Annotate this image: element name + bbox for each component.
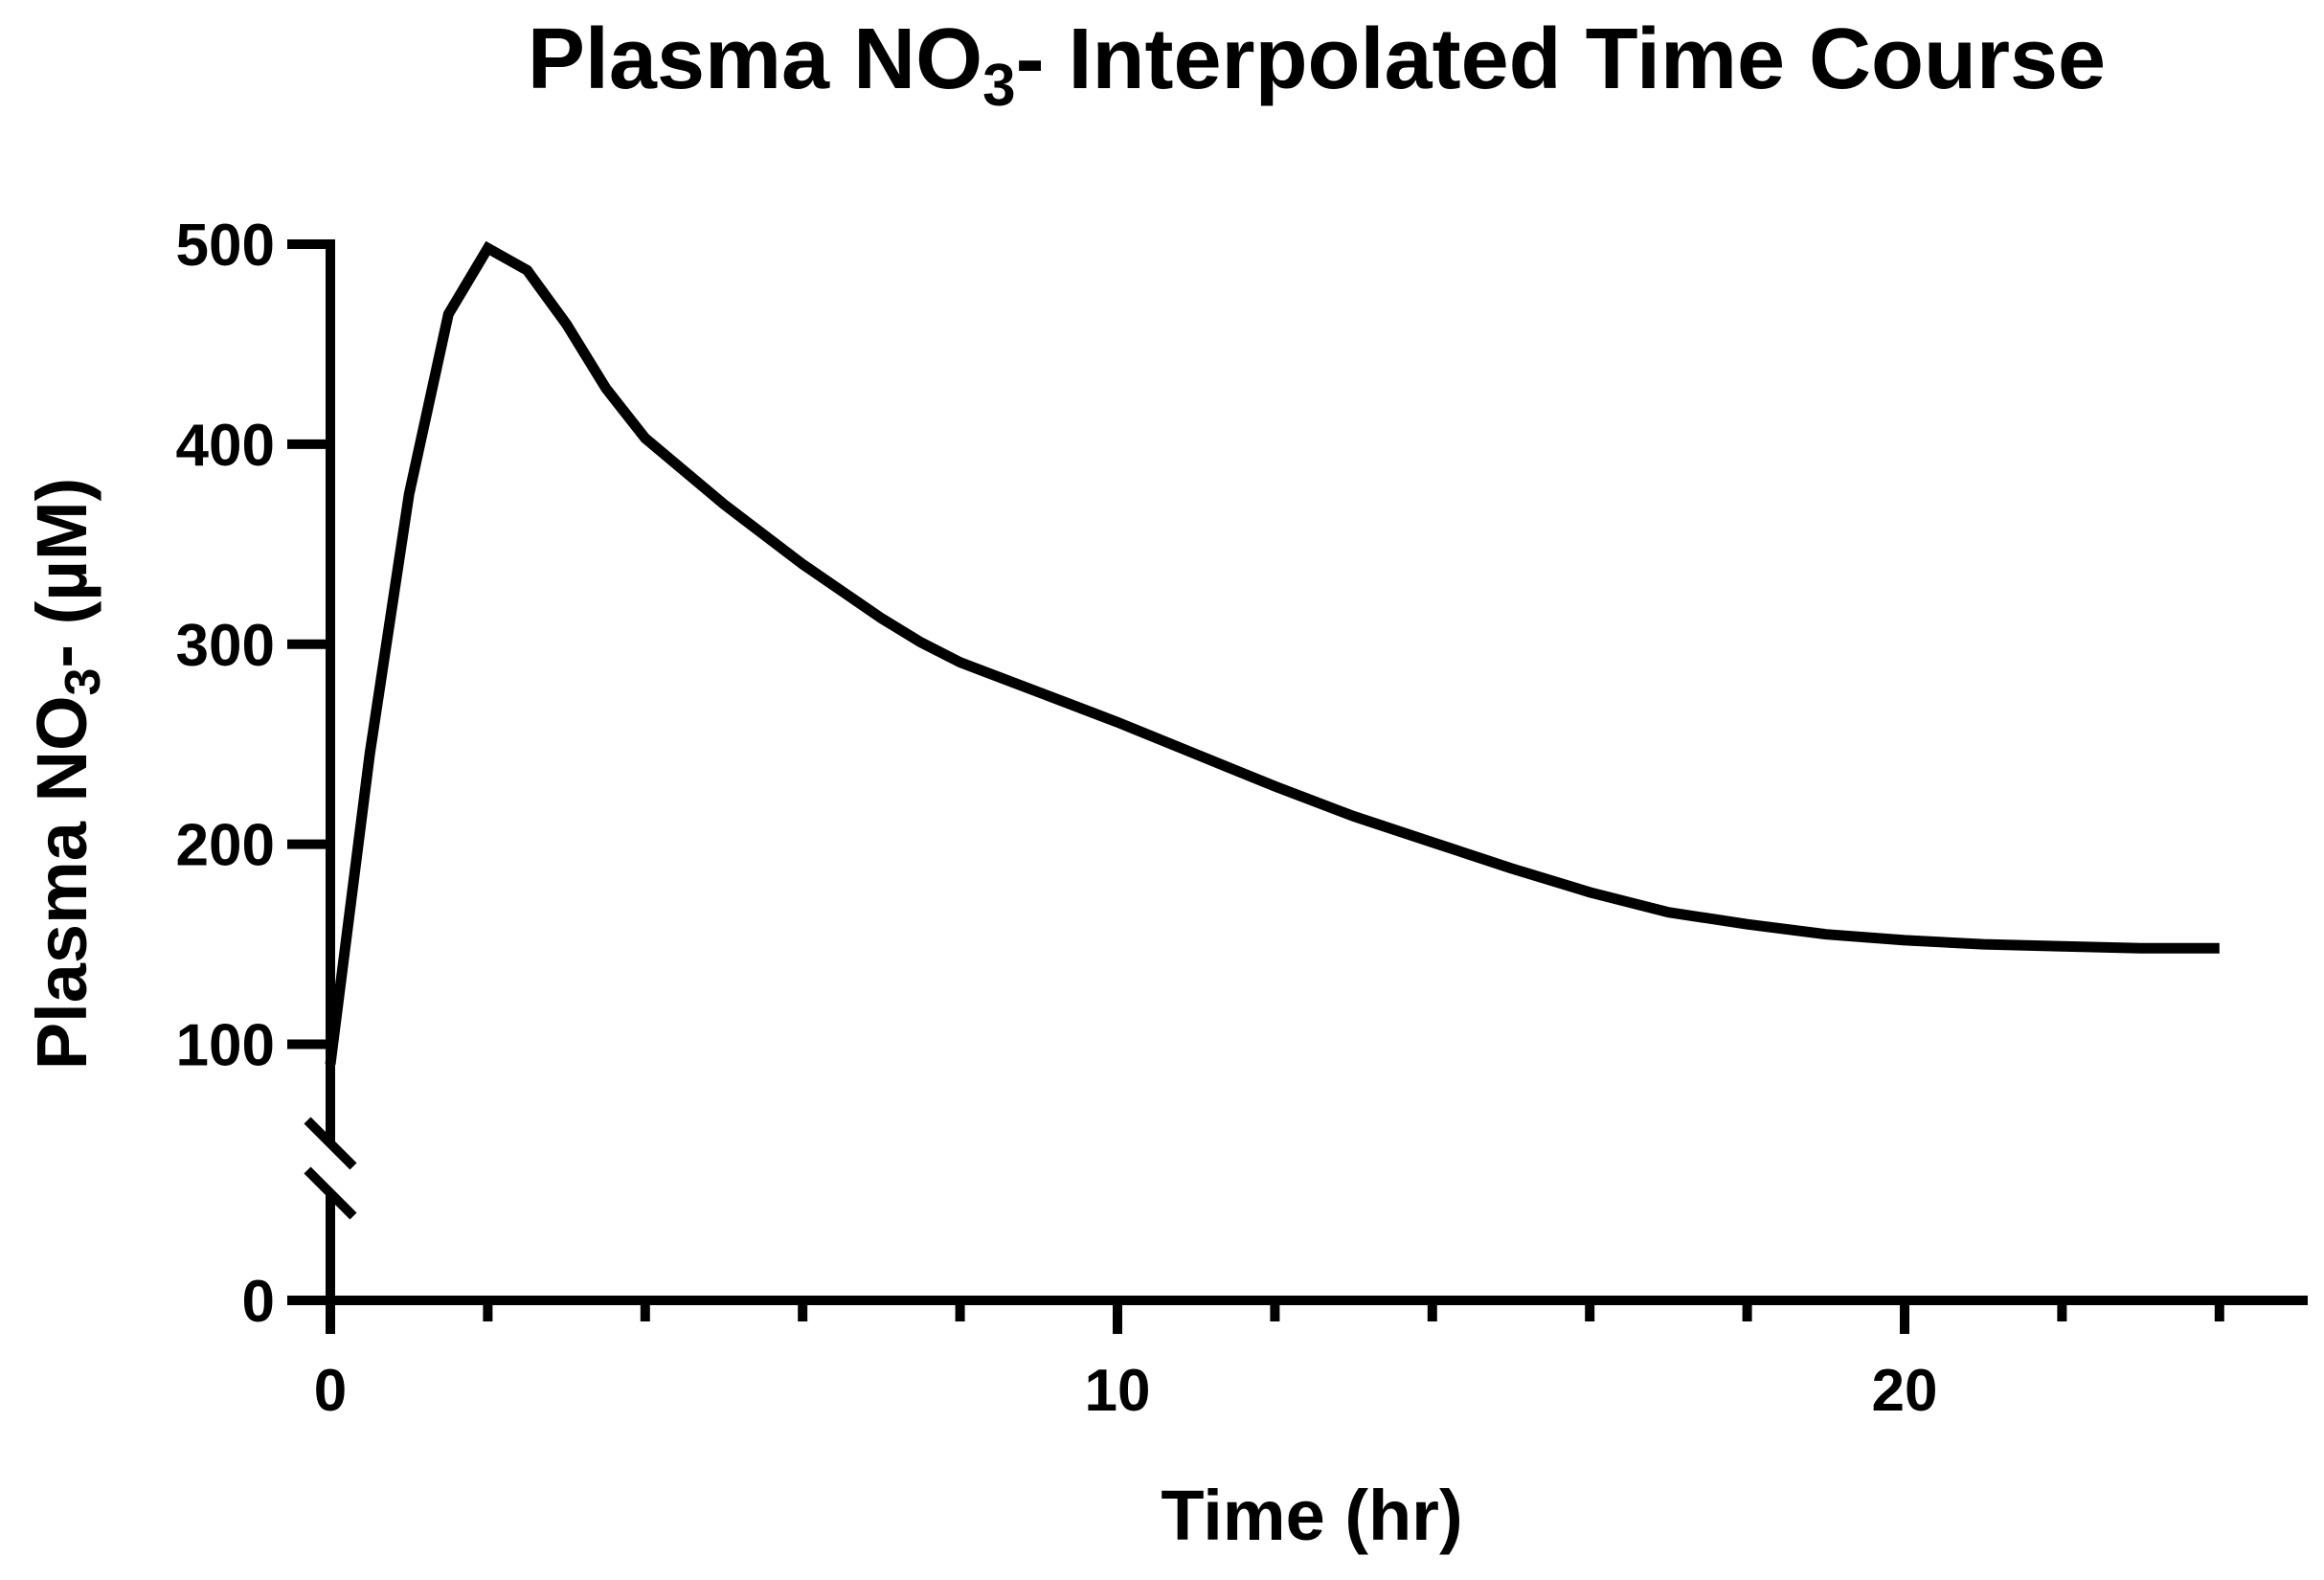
y-tick-label: 200 [176,813,275,879]
y-tick-label: 300 [176,613,275,679]
y-tick-label: 0 [242,1269,275,1335]
data-marks [325,240,2220,1066]
y-axis-title-main: Plasma NO [22,695,102,1070]
y-tick-label: 500 [176,213,275,279]
y-axis-title-subscript: 3 [56,668,111,696]
axes: 500 400 300 200 100 00 10 20 [176,213,2308,1424]
axis-break-mark-lower [304,1166,357,1220]
y-axis-title-suffix: - (µM) [22,478,102,668]
series-line-plasma-no3 [325,240,2220,1066]
axis-break-mark-upper [304,1117,357,1170]
x-tick-label: 0 [314,1358,347,1424]
x-axis-title: Time (hr) [1161,1476,1462,1555]
x-tick-label: 10 [1085,1358,1151,1424]
y-tick-label: 100 [176,1013,275,1079]
chart-title-suffix: - Interpolated Time Course [1016,11,2107,107]
y-tick-label: 400 [176,413,275,479]
x-tick-label: 20 [1872,1358,1938,1424]
chart-title-subscript: 3 [982,53,1015,119]
chart-title-main: Plasma NO [528,11,982,107]
chart-title: Plasma NO3- Interpolated Time Course [528,11,2106,119]
y-axis-title: Plasma NO3- (µM) [22,478,111,1070]
